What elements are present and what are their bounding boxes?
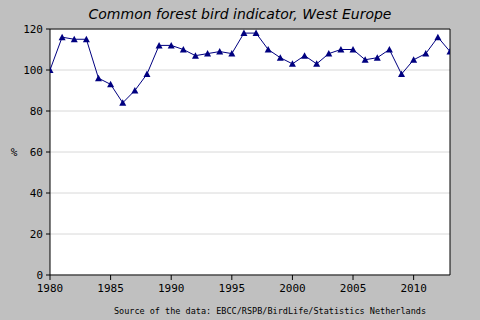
data-point <box>350 46 357 53</box>
x-tick <box>110 275 111 280</box>
data-point <box>362 56 369 63</box>
plot-frame <box>50 29 450 30</box>
data-point <box>253 30 260 36</box>
x-axis <box>50 275 450 276</box>
y-tick <box>46 111 50 112</box>
data-point <box>289 60 296 67</box>
data-point <box>398 71 405 78</box>
data-point <box>337 46 344 53</box>
data-point <box>410 56 417 63</box>
y-tick <box>46 193 50 194</box>
plot-area <box>50 29 450 275</box>
data-point <box>168 42 175 49</box>
y-tick-label: 20 <box>30 228 43 241</box>
data-point <box>325 50 332 57</box>
x-tick <box>231 275 232 280</box>
data-line <box>50 33 450 103</box>
grid-line <box>50 111 450 112</box>
data-point <box>71 36 78 43</box>
x-tick-label: 2005 <box>340 282 367 295</box>
data-point <box>216 48 223 55</box>
data-point <box>434 34 441 41</box>
x-tick <box>292 275 293 280</box>
data-point <box>107 81 114 88</box>
y-tick <box>46 152 50 153</box>
y-tick <box>46 275 50 276</box>
background <box>0 0 480 320</box>
grid-line <box>50 275 450 276</box>
title: Common forest bird indicator, West Europ… <box>89 6 392 22</box>
data-point <box>95 75 102 82</box>
y-tick-label: 40 <box>30 187 43 200</box>
data-point <box>131 87 138 94</box>
y-tick-label: 80 <box>30 105 43 118</box>
data-point <box>119 99 126 106</box>
data-point <box>277 54 284 61</box>
chart: Common forest bird indicator, West Europ… <box>0 0 480 320</box>
data-point <box>192 52 199 59</box>
data-point <box>156 42 163 49</box>
data-point <box>240 30 247 36</box>
x-tick-label: 1990 <box>158 282 185 295</box>
y-tick <box>46 29 50 30</box>
data-point <box>143 71 150 78</box>
x-tick-label: 1985 <box>97 282 124 295</box>
grid-line <box>50 234 450 235</box>
grid-line <box>50 70 450 71</box>
y-tick-label: 120 <box>23 23 43 36</box>
x-tick <box>50 275 51 280</box>
x-tick-label: 2000 <box>279 282 306 295</box>
data-point <box>204 50 211 57</box>
y-axis-label: % <box>11 146 18 159</box>
data-point <box>50 67 54 74</box>
y-tick-label: 60 <box>30 146 43 159</box>
data-point <box>228 50 235 57</box>
y-axis <box>50 29 51 275</box>
y-tick <box>46 70 50 71</box>
grid-line <box>50 193 450 194</box>
data-point <box>313 60 320 67</box>
x-tick <box>171 275 172 280</box>
x-tick-label: 1995 <box>219 282 246 295</box>
data-point <box>265 46 272 53</box>
y-tick-label: 0 <box>36 269 43 282</box>
plot-frame <box>450 29 451 275</box>
data-point <box>422 50 429 57</box>
data-point <box>301 52 308 59</box>
data-point <box>386 46 393 53</box>
series <box>50 30 450 106</box>
source-note: Source of the data: EBCC/RSPB/BirdLife/S… <box>114 306 426 316</box>
x-tick <box>353 275 354 280</box>
y-tick-label: 100 <box>23 64 43 77</box>
data-point <box>83 36 90 43</box>
grid-line <box>50 29 450 30</box>
y-tick <box>46 234 50 235</box>
x-tick-label: 1980 <box>37 282 64 295</box>
data-point <box>447 48 451 55</box>
data-point <box>374 54 381 61</box>
data-point <box>180 46 187 53</box>
data-point <box>59 34 66 41</box>
grid-line <box>50 152 450 153</box>
x-tick <box>413 275 414 280</box>
x-tick-label: 2010 <box>400 282 427 295</box>
